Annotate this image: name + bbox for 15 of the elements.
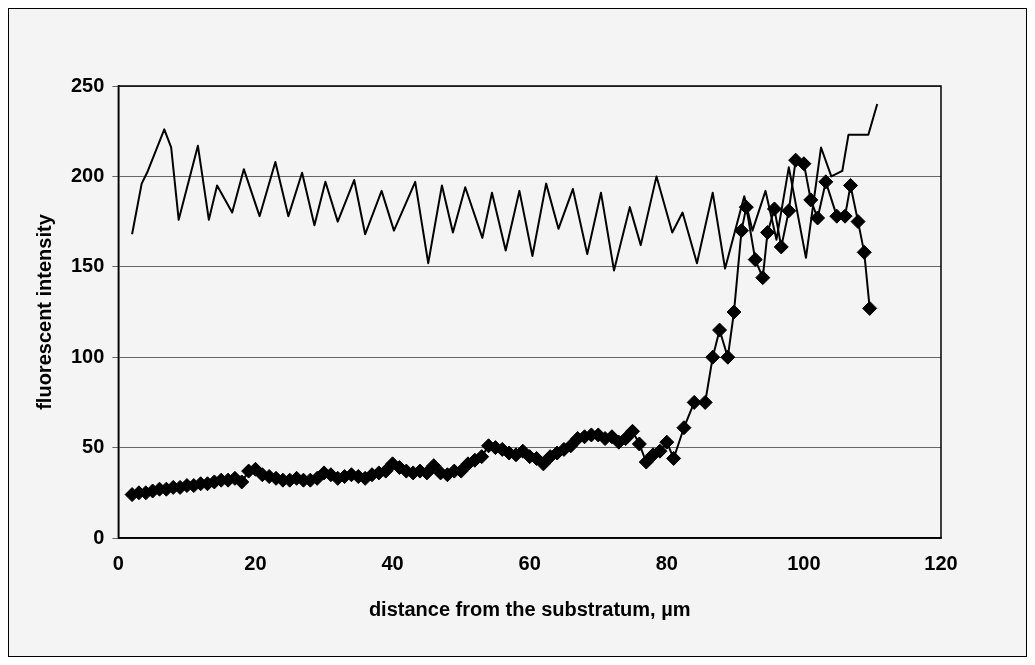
y-tick-label: 250 [70,73,105,96]
x-tick-label: 100 [787,551,821,574]
y-tick-label: 150 [70,254,105,277]
y-tick-label: 100 [70,344,105,367]
x-axis-title: distance from the substratum, µm [368,597,691,620]
y-tick-label: 0 [93,525,105,548]
x-tick-label: 120 [924,551,958,574]
y-axis-title: fluorescent intensity [32,213,55,410]
y-tick-label: 50 [82,435,105,458]
x-tick-label: 60 [518,551,541,574]
x-tick-label: 20 [244,551,267,574]
x-tick-label: 40 [381,551,404,574]
x-tick-label: 0 [112,551,124,574]
x-tick-label: 80 [655,551,678,574]
y-tick-label: 200 [70,163,105,186]
